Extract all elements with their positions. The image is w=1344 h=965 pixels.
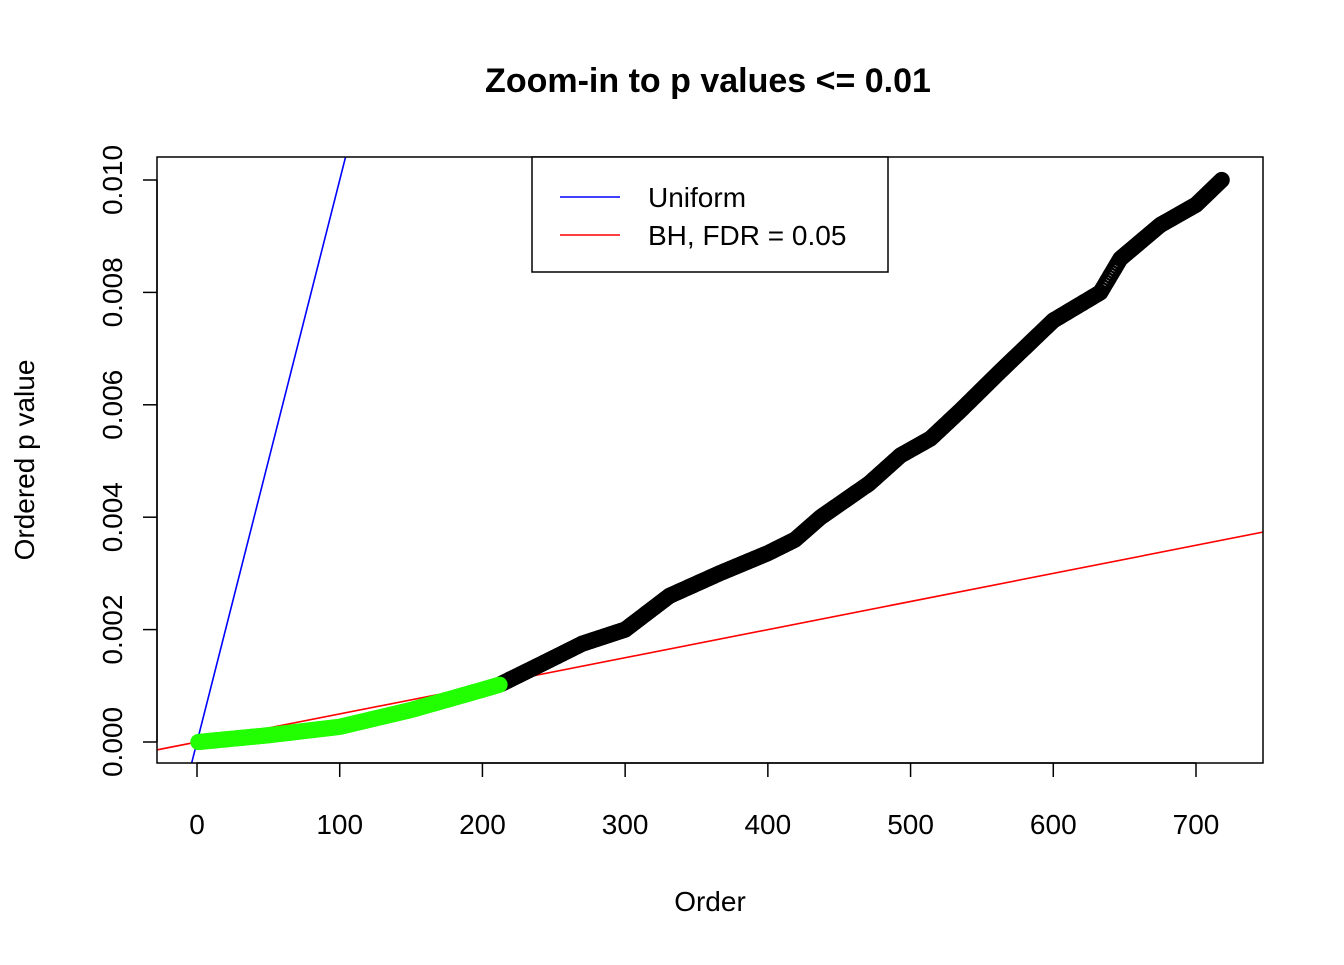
line-uniform bbox=[190, 157, 347, 763]
x-tick-label: 0 bbox=[189, 809, 205, 840]
x-axis-label: Order bbox=[674, 886, 746, 917]
legend-label-uniform: Uniform bbox=[648, 182, 746, 213]
x-tick-label: 700 bbox=[1173, 809, 1220, 840]
legend-label-bh: BH, FDR = 0.05 bbox=[648, 220, 846, 251]
points bbox=[190, 171, 1230, 751]
reference-lines bbox=[157, 157, 1263, 763]
legend: Uniform BH, FDR = 0.05 bbox=[531, 156, 889, 273]
y-axis-label: Ordered p value bbox=[9, 360, 40, 561]
y-tick-label: 0.002 bbox=[97, 595, 128, 665]
y-axis: 0.000 0.002 0.004 0.006 0.008 0.010 bbox=[97, 145, 158, 777]
x-tick-label: 400 bbox=[744, 809, 791, 840]
chart-title: Zoom-in to p values <= 0.01 bbox=[485, 62, 931, 100]
point bbox=[1213, 171, 1230, 189]
y-tick-label: 0.008 bbox=[97, 257, 128, 327]
line-bh-fdr- bbox=[157, 531, 1263, 751]
point bbox=[1207, 177, 1225, 194]
y-tick-label: 0.010 bbox=[97, 145, 128, 215]
point bbox=[1212, 173, 1229, 190]
point bbox=[1209, 176, 1226, 193]
y-tick-label: 0.004 bbox=[97, 482, 128, 552]
x-tick-label: 100 bbox=[316, 809, 363, 840]
legend-box bbox=[531, 156, 889, 273]
y-tick-label: 0.006 bbox=[97, 370, 128, 440]
x-tick-label: 200 bbox=[459, 809, 506, 840]
y-tick-label: 0.000 bbox=[97, 707, 128, 777]
x-tick-label: 600 bbox=[1030, 809, 1077, 840]
x-tick-label: 300 bbox=[602, 809, 649, 840]
point bbox=[1210, 174, 1227, 191]
x-tick-label: 500 bbox=[887, 809, 934, 840]
point-significant bbox=[491, 676, 508, 693]
x-axis: 0 100 200 300 400 500 600 700 bbox=[189, 762, 1220, 840]
